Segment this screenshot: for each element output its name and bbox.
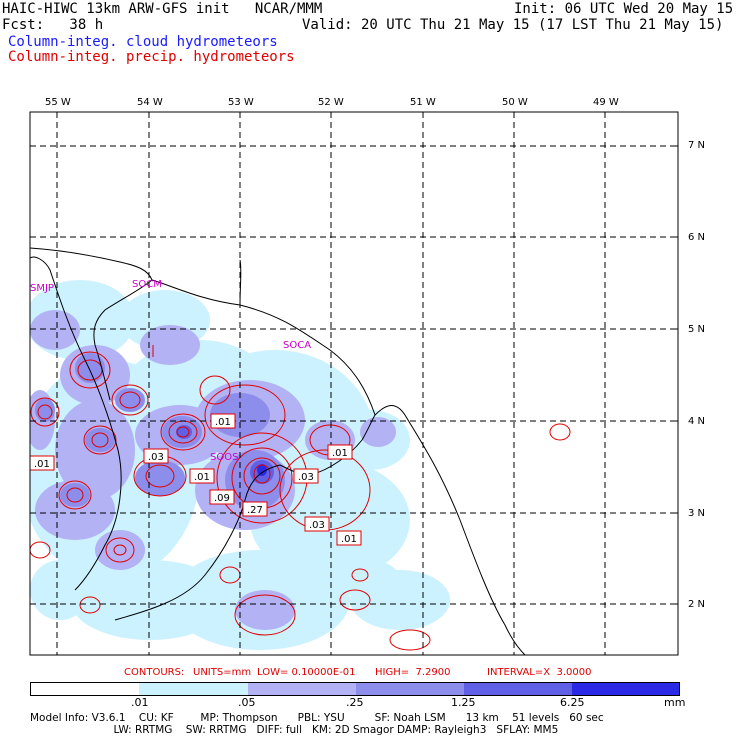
valid-time: Valid: 20 UTC Thu 21 May 15 (17 LST Thu … [302,17,724,33]
contour-high: HIGH= 7.2900 [375,667,451,678]
lon-label: 53 W [228,97,254,108]
contour-label: .27 [247,505,263,516]
lon-label: 55 W [45,97,71,108]
station-label: SOCM [132,279,162,290]
lon-label: 52 W [318,97,344,108]
contour-units: UNITS=mm [193,667,252,678]
contour-info-label: CONTOURS: [124,667,185,678]
station-label: SMJP [30,283,54,294]
colorbar-segment [139,683,248,695]
map-frame [29,111,679,656]
lat-label: 5 N [688,324,706,335]
contour-label: .09 [214,493,230,504]
model-info-line2: LW: RRTMG SW: RRTMG DIFF: full KM: 2D Sm… [30,724,559,736]
station-label: SOOS [210,452,239,463]
init-time: Init: 06 UTC Wed 20 May 15 [514,1,734,17]
lon-label: 51 W [410,97,436,108]
lat-label: 6 N [688,232,706,243]
colorbar-label: 1.25 [451,696,476,709]
colorbar [30,682,680,696]
contour-label: .01 [194,472,210,483]
lat-label: 4 N [688,416,706,427]
contour-labels: .01 .03 .01 .01 .01 .09 .27 .03 .03 .01 [30,413,362,546]
colorbar-segment [356,683,464,695]
model-info-line1: Model Info: V3.6.1 CU: KF MP: Thompson P… [30,712,604,724]
colorbar-unit: mm [664,696,686,709]
lon-label: 50 W [502,97,528,108]
lat-label: 7 N [688,140,706,151]
colorbar-segment [572,683,679,695]
precip-contours [30,345,571,651]
colorbar-label: .25 [346,696,364,709]
contour-label: .01 [34,459,50,470]
contour-label: .01 [215,417,231,428]
plot-title: HAIC-HIWC 13km ARW-GFS init NCAR/MMM [2,1,323,17]
colorbar-segment [31,683,139,695]
lon-label: 49 W [593,97,619,108]
forecast-hour: Fcst: 38 h [2,17,104,33]
contour-label: .03 [148,452,164,463]
contour-interval: INTERVAL=X 3.0000 [487,667,592,678]
contour-label: .03 [298,472,314,483]
colorbar-segment [248,683,356,695]
lon-label: 54 W [137,97,163,108]
lat-lon-grid [30,112,678,655]
lat-label: 2 N [688,599,706,610]
contour-label: .03 [309,520,325,531]
contour-label: .01 [341,534,357,545]
colorbar-label: .05 [238,696,256,709]
colorbar-segment [464,683,572,695]
legend-cloud-hydrometeors: Column-integ. cloud hydrometeors [8,34,278,50]
lat-label: 3 N [688,508,706,519]
contour-label: .01 [332,448,348,459]
contour-low: LOW= 0.10000E-01 [257,667,356,678]
colorbar-label: .01 [131,696,149,709]
legend-precip-hydrometeors: Column-integ. precip. hydrometeors [8,49,295,65]
station-label: SOCA [283,340,312,351]
colorbar-label: 6.25 [560,696,585,709]
